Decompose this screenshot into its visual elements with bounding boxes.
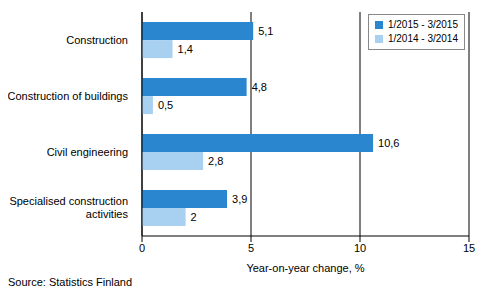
- html-text:1/2014 - 3/2014: 1/2014 - 3/2014: [387, 33, 458, 44]
- svg-text:0,5: 0,5: [158, 99, 173, 111]
- html-text:Source: Statistics Finland: Source: Statistics Finland: [8, 276, 133, 288]
- svg-text:4,8: 4,8: [252, 81, 267, 93]
- svg-text:1,4: 1,4: [178, 43, 193, 55]
- svg-text:Specialised constructionactivi: Specialised constructionactivities: [9, 195, 128, 220]
- svg-text:0: 0: [139, 242, 145, 254]
- svg-text:10,6: 10,6: [378, 137, 399, 149]
- html-text:1/2015 - 3/2015: 1/2015 - 3/2015: [387, 19, 458, 30]
- svg-text:2,8: 2,8: [208, 155, 223, 167]
- svg-text:Civil engineering: Civil engineering: [47, 146, 128, 158]
- svg-text:2: 2: [191, 211, 197, 223]
- svg-text:15: 15: [463, 242, 475, 254]
- svg-text:10: 10: [354, 242, 366, 254]
- svg-text:5: 5: [248, 242, 254, 254]
- svg-text:5,1: 5,1: [258, 25, 273, 37]
- svg-text:Year-on-year change, %: Year-on-year change, %: [246, 262, 364, 274]
- svg-text:3,9: 3,9: [232, 193, 247, 205]
- svg-text:Construction: Construction: [66, 34, 128, 46]
- svg-text:Construction of buildings: Construction of buildings: [8, 90, 128, 102]
